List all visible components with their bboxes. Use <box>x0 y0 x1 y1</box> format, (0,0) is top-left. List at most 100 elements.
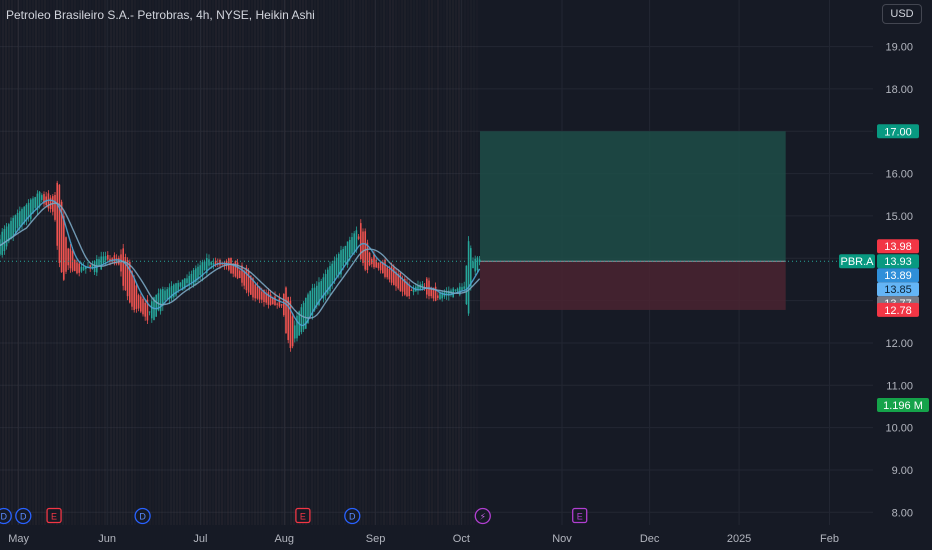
candle-body <box>89 265 91 267</box>
candle-body <box>186 278 188 284</box>
candle-body <box>206 258 208 274</box>
stop-top-badge-text: 13.98 <box>884 241 912 253</box>
dividend-marker-label: D <box>0 512 7 522</box>
candle-body <box>434 286 437 301</box>
candle-body <box>388 268 391 280</box>
currency-button[interactable]: USD <box>882 4 922 24</box>
y-tick-label: 11.00 <box>886 380 913 392</box>
candle-body <box>459 286 461 295</box>
y-tick-label: 10.00 <box>885 423 913 435</box>
event-marker-dividend[interactable]: D <box>15 507 32 525</box>
profit-zone[interactable] <box>479 131 786 262</box>
candle-body <box>19 211 21 227</box>
candle-body <box>267 292 270 305</box>
candle-body <box>8 224 10 242</box>
price-badges: 17.0013.9813.9313.8913.8513.7712.78PBR.A… <box>839 124 929 412</box>
candle-body <box>239 270 241 279</box>
stop-top-badge: 13.98 <box>877 239 919 254</box>
candle-body <box>3 229 6 252</box>
candle-body <box>192 270 195 286</box>
target-price-badge: 17.00 <box>877 124 919 139</box>
y-tick-label: 9.00 <box>892 465 913 477</box>
ma-value-badge-2: 13.85 <box>877 282 919 297</box>
candle-body <box>234 261 237 277</box>
event-marker-dividend[interactable]: D <box>134 507 151 525</box>
candlesticks <box>0 180 481 352</box>
time-axis[interactable]: May Jun Jul Aug Sep Oct Nov Dec 2025 Feb <box>8 533 839 545</box>
candle-body <box>34 197 36 208</box>
candle-body <box>318 282 320 306</box>
target-price-badge-bg <box>877 124 919 139</box>
event-marker-dividend[interactable]: D <box>344 507 361 525</box>
candle-body <box>386 267 388 278</box>
candle-body <box>144 302 146 317</box>
candle-body <box>368 252 371 266</box>
candle-body <box>16 212 19 228</box>
candle-body <box>258 286 261 300</box>
candle-body <box>140 296 142 312</box>
stop-price-badge-text: 12.78 <box>884 305 912 317</box>
earnings-marker-label: E <box>51 512 57 522</box>
candle-body <box>252 278 254 298</box>
candle-body <box>478 259 481 263</box>
candle-body <box>426 278 428 295</box>
candle-body <box>437 295 439 298</box>
candle-body <box>342 248 344 267</box>
volume-badge-text: 1.196 M <box>883 400 923 412</box>
candle-body <box>338 253 340 275</box>
event-marker-earnings[interactable]: E <box>295 507 311 524</box>
candle-body <box>170 285 173 299</box>
candle-body <box>109 258 111 261</box>
event-marker-earnings[interactable]: E <box>572 507 588 524</box>
candle-body <box>430 287 432 297</box>
candle-body <box>287 297 289 341</box>
x-tick-label: Dec <box>640 533 660 545</box>
candle-body <box>346 241 349 265</box>
candle-body <box>219 259 221 266</box>
dividend-marker-circle <box>0 507 12 525</box>
candle-body <box>199 265 201 275</box>
candle-body <box>98 259 100 267</box>
candle-body <box>201 262 204 277</box>
earnings-marker-box <box>572 507 588 524</box>
last-price-badge-bg <box>877 254 919 269</box>
candle-body <box>14 215 17 233</box>
candle-body <box>36 193 39 211</box>
candle-body <box>300 307 303 333</box>
candle-body <box>349 239 351 258</box>
event-markers[interactable]: D D E D E D ⚡ E <box>0 507 588 525</box>
candle-body <box>126 260 129 297</box>
candle-body <box>456 288 459 292</box>
candle-body <box>210 262 212 265</box>
candle-body <box>351 237 353 254</box>
candle-body <box>320 281 322 298</box>
candle-body <box>32 198 34 214</box>
candle-body <box>164 290 166 301</box>
background-bars <box>0 0 478 525</box>
event-marker-earnings[interactable]: E <box>46 507 62 524</box>
candle-body <box>410 290 413 292</box>
x-tick-label: Nov <box>552 533 572 545</box>
ma-value-badge-1-text: 13.89 <box>884 270 912 282</box>
earnings-marker-label: E <box>300 512 306 522</box>
candle-body <box>135 285 138 309</box>
candle-body <box>331 263 333 285</box>
candle-body <box>67 248 69 266</box>
candle-body <box>195 268 197 282</box>
candle-body <box>10 220 12 240</box>
candle-body <box>250 275 252 295</box>
candle-body <box>390 266 393 283</box>
candle-body <box>41 195 43 201</box>
ticker-badge-text: PBR.A <box>840 256 874 268</box>
event-marker-dividend[interactable]: D <box>0 507 12 525</box>
candle-body <box>454 289 457 291</box>
event-marker-split[interactable]: ⚡ <box>474 507 491 525</box>
split-marker-icon: ⚡ <box>480 513 486 523</box>
candle-body <box>256 286 259 299</box>
candle-body <box>280 304 283 306</box>
loss-zone[interactable] <box>479 261 786 310</box>
long-position-tool[interactable] <box>479 131 786 310</box>
candle-body <box>432 287 435 299</box>
chart-title: Petroleo Brasileiro S.A.- Petrobras, 4h,… <box>6 8 315 22</box>
